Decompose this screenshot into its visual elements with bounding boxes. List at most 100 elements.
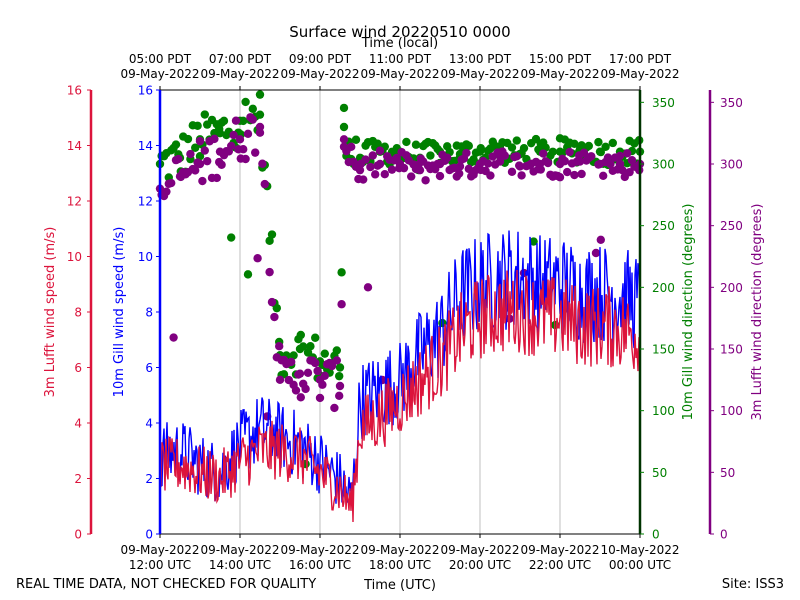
bottom-tick-time: 20:00 UTC xyxy=(449,558,511,572)
gill-direction-tick-label: 0 xyxy=(652,528,660,542)
lufft-direction-point xyxy=(235,135,245,144)
lufft-direction-point xyxy=(627,156,637,165)
lufft-direction-point xyxy=(332,356,341,365)
lufft-direction-point xyxy=(599,171,608,180)
gill-speed-tick-label: 0 xyxy=(145,528,153,542)
top-tick-time: 17:00 PDT xyxy=(609,52,672,66)
gill-speed-tick-label: 8 xyxy=(145,306,153,320)
lufft-direction-point xyxy=(301,384,310,394)
gill-direction-point xyxy=(594,137,603,147)
top-tick-date: 09-May-2022 xyxy=(360,67,439,81)
lufft-direction-point xyxy=(623,149,632,158)
lufft-direction-point xyxy=(625,167,634,177)
bottom-tick-time: 16:00 UTC xyxy=(289,558,351,572)
gill-direction-point xyxy=(339,122,349,132)
lufft-direction-point xyxy=(335,391,344,401)
gill-speed-tick-label: 2 xyxy=(145,472,153,486)
lufft-direction-point xyxy=(355,165,365,175)
lufft-direction-point xyxy=(169,333,178,342)
gill-speed-tick-label: 12 xyxy=(138,195,153,209)
gill-direction-point xyxy=(295,344,305,354)
left-outer-axis-label: 3m Lufft wind speed (m/s) xyxy=(43,227,58,398)
right-outer-axis-label: 3m Lufft wind direction (degrees) xyxy=(750,204,765,421)
gill-direction-tick-label: 350 xyxy=(652,96,675,110)
bottom-tick-time: 12:00 UTC xyxy=(129,558,191,572)
bottom-tick-time: 22:00 UTC xyxy=(529,558,591,572)
lufft-direction-point xyxy=(200,146,209,155)
lufft-direction-point xyxy=(339,135,349,144)
lufft-direction-point xyxy=(615,159,625,169)
lufft-direction-point xyxy=(535,159,545,169)
lufft-direction-point xyxy=(483,159,493,168)
lufft-direction-point xyxy=(512,152,521,161)
bottom-tick-time: 18:00 UTC xyxy=(369,558,431,572)
lufft-direction-point xyxy=(361,155,370,164)
lufft-direction-point xyxy=(366,162,375,172)
lufft-direction-point xyxy=(265,267,274,277)
lufft-direction-point xyxy=(464,164,473,174)
gill-speed-tick-label: 14 xyxy=(138,139,153,153)
lufft-direction-point xyxy=(475,159,485,169)
lufft-direction-point xyxy=(443,153,452,162)
lufft-direction-point xyxy=(555,159,565,169)
gill-direction-point xyxy=(289,351,298,360)
gill-direction-point xyxy=(272,303,281,313)
lufft-direction-point xyxy=(267,297,277,307)
lufft-speed-tick-label: 16 xyxy=(67,84,82,98)
gill-direction-point xyxy=(595,147,605,156)
lufft-direction-point xyxy=(191,166,200,175)
lufft-direction-point xyxy=(311,358,320,368)
lufft-direction-tick-label: 0 xyxy=(720,528,728,542)
lufft-direction-point xyxy=(260,179,269,189)
gill-direction-point xyxy=(183,134,193,144)
lufft-direction-tick-label: 150 xyxy=(720,343,743,357)
lufft-direction-point xyxy=(296,393,305,402)
top-tick-time: 09:00 PDT xyxy=(289,52,352,66)
bottom-tick-time: 00:00 UTC xyxy=(609,558,671,572)
gill-direction-point xyxy=(296,330,305,340)
lufft-direction-point xyxy=(595,159,605,169)
bottom-tick-date: 09-May-2022 xyxy=(280,543,359,557)
top-tick-time: 11:00 PDT xyxy=(369,52,432,66)
lufft-direction-point xyxy=(275,375,285,385)
gill-direction-point xyxy=(464,141,473,151)
lufft-direction-point xyxy=(603,153,613,162)
lufft-speed-line xyxy=(159,269,641,523)
lufft-direction-point xyxy=(337,300,346,309)
top-tick-date: 09-May-2022 xyxy=(120,67,199,81)
gill-direction-tick-label: 300 xyxy=(652,158,675,172)
lufft-direction-point xyxy=(570,170,579,180)
lufft-direction-point xyxy=(606,159,615,169)
lufft-direction-point xyxy=(258,159,267,168)
lufft-direction-point xyxy=(313,366,322,376)
gill-speed-tick-label: 10 xyxy=(138,250,153,264)
gill-speed-tick-label: 16 xyxy=(138,84,153,98)
lufft-direction-point xyxy=(275,342,284,351)
gill-direction-point xyxy=(255,110,265,119)
lufft-direction-point xyxy=(539,149,548,158)
gill-direction-point xyxy=(519,143,529,153)
gill-direction-point xyxy=(512,136,521,145)
lufft-direction-tick-label: 250 xyxy=(720,219,743,233)
gill-direction-point xyxy=(402,137,411,147)
gill-direction-point xyxy=(337,268,346,277)
gill-direction-tick-label: 100 xyxy=(652,404,675,418)
lufft-direction-point xyxy=(251,148,260,157)
gill-direction-point xyxy=(311,333,320,342)
lufft-direction-point xyxy=(270,312,279,322)
gill-direction-point xyxy=(584,141,593,151)
bottom-tick-date: 09-May-2022 xyxy=(520,543,599,557)
right-inner-axis-label: 10m Gill wind direction (degrees) xyxy=(681,204,696,421)
lufft-speed-tick-label: 12 xyxy=(67,195,82,209)
gill-direction-tick-label: 150 xyxy=(652,343,675,357)
bottom-tick-date: 09-May-2022 xyxy=(200,543,279,557)
gill-direction-tick-label: 250 xyxy=(652,219,675,233)
lufft-direction-point xyxy=(229,130,238,140)
gill-direction-point xyxy=(248,104,257,114)
gill-direction-tick-label: 50 xyxy=(652,466,667,480)
gill-direction-point xyxy=(215,128,225,138)
lufft-direction-point xyxy=(421,176,430,185)
lufft-direction-point xyxy=(241,154,250,164)
top-tick-time: 07:00 PDT xyxy=(209,52,272,66)
bottom-tick-time: 14:00 UTC xyxy=(209,558,271,572)
